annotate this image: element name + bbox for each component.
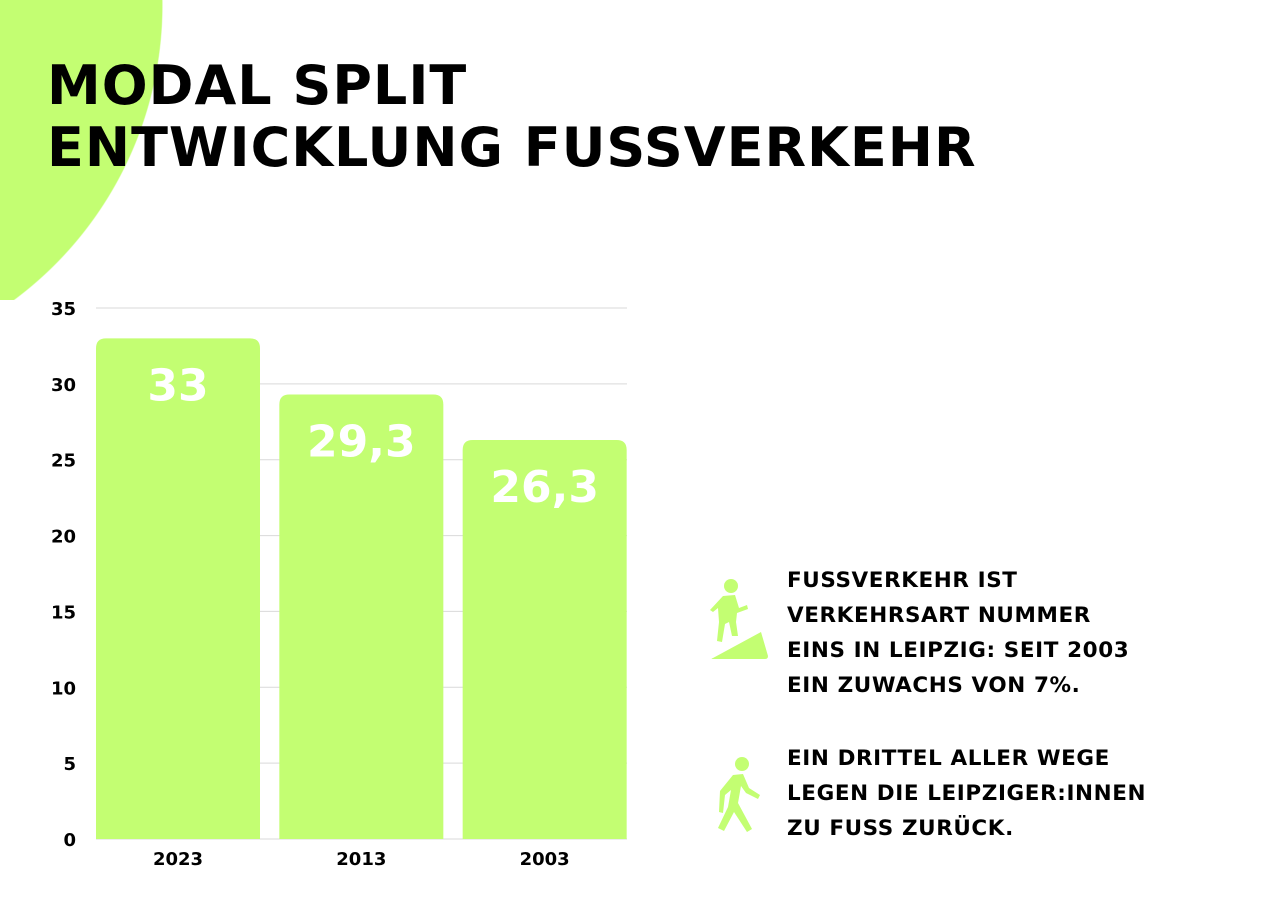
y-tick-label: 0 — [63, 830, 76, 851]
info-text-growth: FUSSVERKEHR IST VERKEHRSART NUMMER EINS … — [787, 568, 1130, 698]
bar-2003 — [462, 439, 627, 839]
y-tick-label: 30 — [51, 375, 76, 396]
person-walking-icon — [718, 757, 760, 832]
x-tick-label: 2003 — [520, 849, 570, 870]
x-tick-label: 2013 — [336, 849, 386, 870]
y-tick-label: 35 — [51, 299, 76, 320]
y-tick-label: 20 — [51, 527, 76, 548]
y-tick-label: 10 — [51, 678, 76, 699]
y-tick-label: 15 — [51, 602, 76, 623]
x-tick-label: 2023 — [153, 849, 203, 870]
bar-2013 — [279, 394, 444, 839]
title-line-1: MODAL SPLIT — [47, 54, 468, 117]
info-text-one-third: EIN DRITTEL ALLER WEGE LEGEN DIE LEIPZIG… — [787, 746, 1147, 841]
decorative-circle — [0, 0, 170, 300]
y-tick-label: 5 — [63, 754, 76, 775]
person-climbing-stairs-icon — [710, 579, 768, 659]
y-tick-label: 25 — [51, 451, 76, 472]
title-line-2: ENTWICKLUNG FUSSVERKEHR — [47, 116, 977, 179]
page-title: MODAL SPLIT ENTWICKLUNG FUSSVERKEHR — [47, 55, 977, 179]
bar-data-label: 26,3 — [490, 462, 599, 513]
bar-data-label: 33 — [147, 360, 208, 411]
bar-2023 — [96, 338, 260, 839]
bar-data-label: 29,3 — [307, 416, 416, 467]
